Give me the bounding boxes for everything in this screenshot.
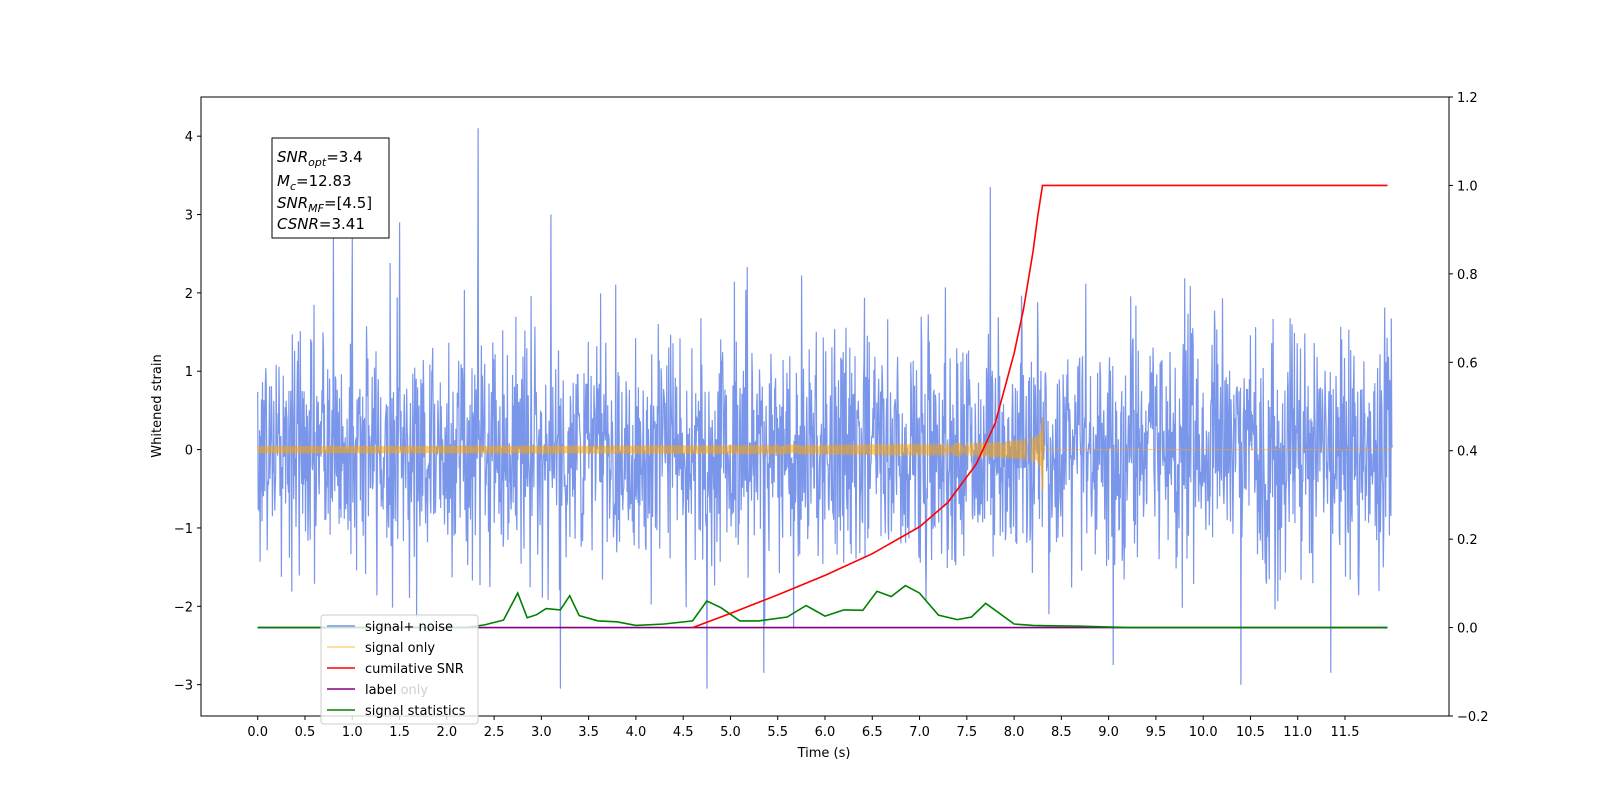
annotation-snr-opt: SNRopt=3.4: [277, 148, 363, 169]
x-tick-label: 6.0: [815, 725, 836, 740]
y2-tick-label: 0.6: [1457, 356, 1478, 371]
x-tick-label: 7.0: [909, 725, 930, 740]
legend: signal+ noise signal only cumilative SNR…: [320, 614, 479, 725]
series-signal-only: [257, 418, 1393, 491]
x-tick-label: 6.5: [862, 725, 883, 740]
annotation-box: SNRopt=3.4 Mc=12.83 SNRMF=[4.5] CSNR=3.4…: [271, 137, 390, 239]
x-tick-label: 9.0: [1098, 725, 1119, 740]
legend-label-signal-noise: signal+ noise: [365, 620, 453, 635]
legend-label-label-only: label only: [365, 683, 428, 698]
x-tick-label: 9.5: [1146, 725, 1167, 740]
y-tick-label: −2: [174, 600, 193, 615]
annotation-mc: Mc=12.83: [277, 172, 352, 193]
x-axis-label: Time (s): [797, 746, 851, 761]
y2-tick-label: 0.2: [1457, 533, 1478, 548]
x-tick-label: 4.0: [626, 725, 647, 740]
legend-label-signal-only: signal only: [365, 641, 435, 656]
y2-tick-label: 1.2: [1457, 91, 1478, 106]
x-tick-label: 7.5: [956, 725, 977, 740]
x-tick-label: 11.0: [1283, 725, 1312, 740]
legend-frame: [320, 614, 479, 725]
x-tick-label: 8.0: [1004, 725, 1025, 740]
x-tick-label: 1.5: [389, 725, 410, 740]
x-tick-label: 8.5: [1051, 725, 1072, 740]
y-axis-label: Whitened strain: [150, 354, 165, 457]
annotation-snr-mf: SNRMF=[4.5]: [277, 194, 372, 215]
y2-tick-label: 0.8: [1457, 268, 1478, 283]
x-tick-label: 5.0: [720, 725, 741, 740]
x-tick-label: 10.0: [1189, 725, 1218, 740]
y2-tick-label: 0.4: [1457, 445, 1478, 460]
annotation-csnr: CSNR=3.41: [277, 215, 365, 233]
x-tick-label: 10.5: [1236, 725, 1265, 740]
x-tick-label: 0.5: [295, 725, 316, 740]
y-axis-right: −0.2 0.0 0.2 0.4 0.6 0.8 1.0 1.2: [1449, 91, 1489, 725]
legend-label-cumulative-snr: cumilative SNR: [365, 662, 464, 677]
x-tick-label: 3.5: [578, 725, 599, 740]
x-tick-label: 5.5: [767, 725, 788, 740]
line-cumulative-snr: [692, 184, 1388, 629]
y-tick-label: 1: [185, 365, 193, 380]
legend-label-signal-statistics: signal statistics: [365, 704, 466, 719]
x-axis: 0.0 0.5 1.0 1.5 2.0 2.5 3.0 3.5 4.0 4.5 5.0 5.5 6.0 6…: [247, 716, 1359, 740]
y-tick-label: 2: [185, 287, 193, 302]
x-tick-label: 0.0: [247, 725, 268, 740]
line-signal-statistics: [257, 584, 1388, 629]
x-tick-label: 2.0: [436, 725, 457, 740]
x-tick-label: 4.5: [673, 725, 694, 740]
line-signal-only: [257, 430, 1393, 477]
y2-tick-label: 0.0: [1457, 622, 1478, 637]
y-axis-left: −3 −2 −1 0 1 2 3 4: [174, 130, 201, 694]
y-tick-label: −1: [174, 522, 193, 537]
series-cumulative-snr: [692, 184, 1388, 629]
legend-label-label: label: [365, 683, 396, 698]
x-tick-label: 2.5: [484, 725, 505, 740]
x-tick-label: 3.0: [531, 725, 552, 740]
y2-tick-label: 1.0: [1457, 179, 1478, 194]
plot-area: [257, 128, 1393, 689]
series-signal-statistics: [257, 584, 1388, 629]
line-signal-noise: [257, 128, 1393, 689]
series-signal-noise: [257, 128, 1393, 689]
x-tick-label: 1.0: [342, 725, 363, 740]
y-tick-label: 0: [185, 444, 193, 459]
y-tick-label: −3: [174, 679, 193, 694]
annotation-frame: [271, 137, 390, 239]
y-tick-label: 3: [185, 209, 193, 224]
y-tick-label: 4: [185, 130, 193, 145]
y2-tick-label: −0.2: [1457, 710, 1489, 725]
x-tick-label: 11.5: [1331, 725, 1360, 740]
